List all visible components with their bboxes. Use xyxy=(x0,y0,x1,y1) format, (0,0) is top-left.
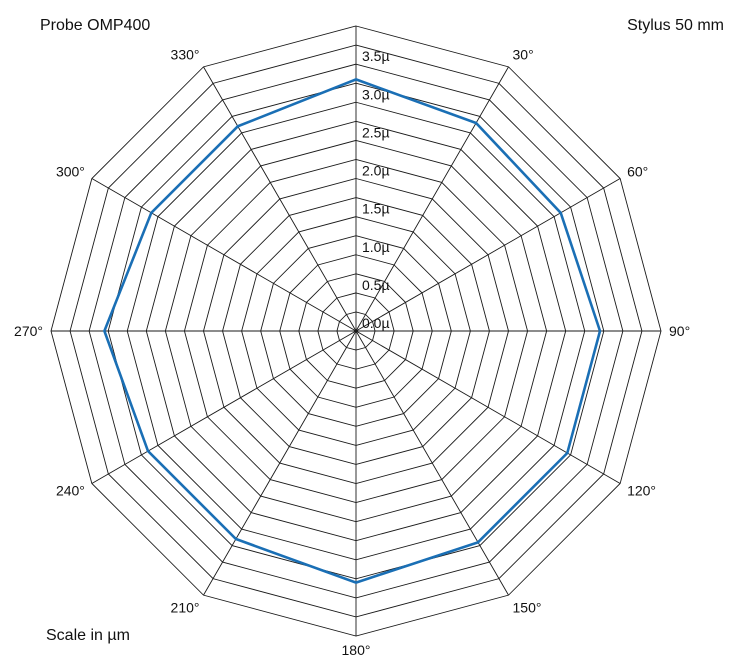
probe-title: Probe OMP400 xyxy=(40,17,150,34)
angle-label: 330° xyxy=(171,47,200,63)
angle-label: 300° xyxy=(56,164,85,180)
radial-label-layer: 0.0µ 0.5µ 1.0µ 1.5µ 2.0µ 2.5µ 3.0µ 3.5µ xyxy=(362,48,390,331)
grid-spoke xyxy=(91,178,357,332)
radial-tick-label: 3.0µ xyxy=(362,86,390,102)
angle-label: 90° xyxy=(669,323,690,339)
scale-note: Scale in µm xyxy=(46,627,130,644)
angle-label: 60° xyxy=(627,164,648,180)
radial-tick-label: 1.5µ xyxy=(362,201,390,217)
grid-spoke xyxy=(355,66,509,332)
stylus-label: Stylus 50 mm xyxy=(627,17,724,34)
angle-label: 240° xyxy=(56,483,85,499)
radial-tick-label: 2.0µ xyxy=(362,163,390,179)
grid-spoke xyxy=(355,330,621,484)
angle-label-layer: 30° 60° 90° 120° 150° 180° 210° 240° 270° 300° 330… xyxy=(14,47,690,657)
series-layer xyxy=(102,77,602,585)
radial-tick-label: 0.0µ xyxy=(362,315,390,331)
angle-label: 120° xyxy=(627,483,656,499)
radial-tick-label: 1.0µ xyxy=(362,239,390,255)
radial-tick-label: 3.5µ xyxy=(362,48,390,64)
angle-label: 210° xyxy=(171,599,200,615)
grid-spoke xyxy=(355,178,621,332)
radial-tick-label: 0.5µ xyxy=(362,277,390,293)
radial-tick-label: 2.5µ xyxy=(362,124,390,140)
angle-label: 150° xyxy=(513,599,542,615)
angle-label: 180° xyxy=(342,642,371,657)
grid-spoke xyxy=(355,330,509,596)
grid-spoke xyxy=(91,330,357,484)
angle-label: 270° xyxy=(14,323,43,339)
grid-spoke xyxy=(203,330,357,596)
angle-label: 30° xyxy=(513,47,534,63)
grid-layer xyxy=(50,25,662,637)
grid-spoke xyxy=(203,66,357,332)
